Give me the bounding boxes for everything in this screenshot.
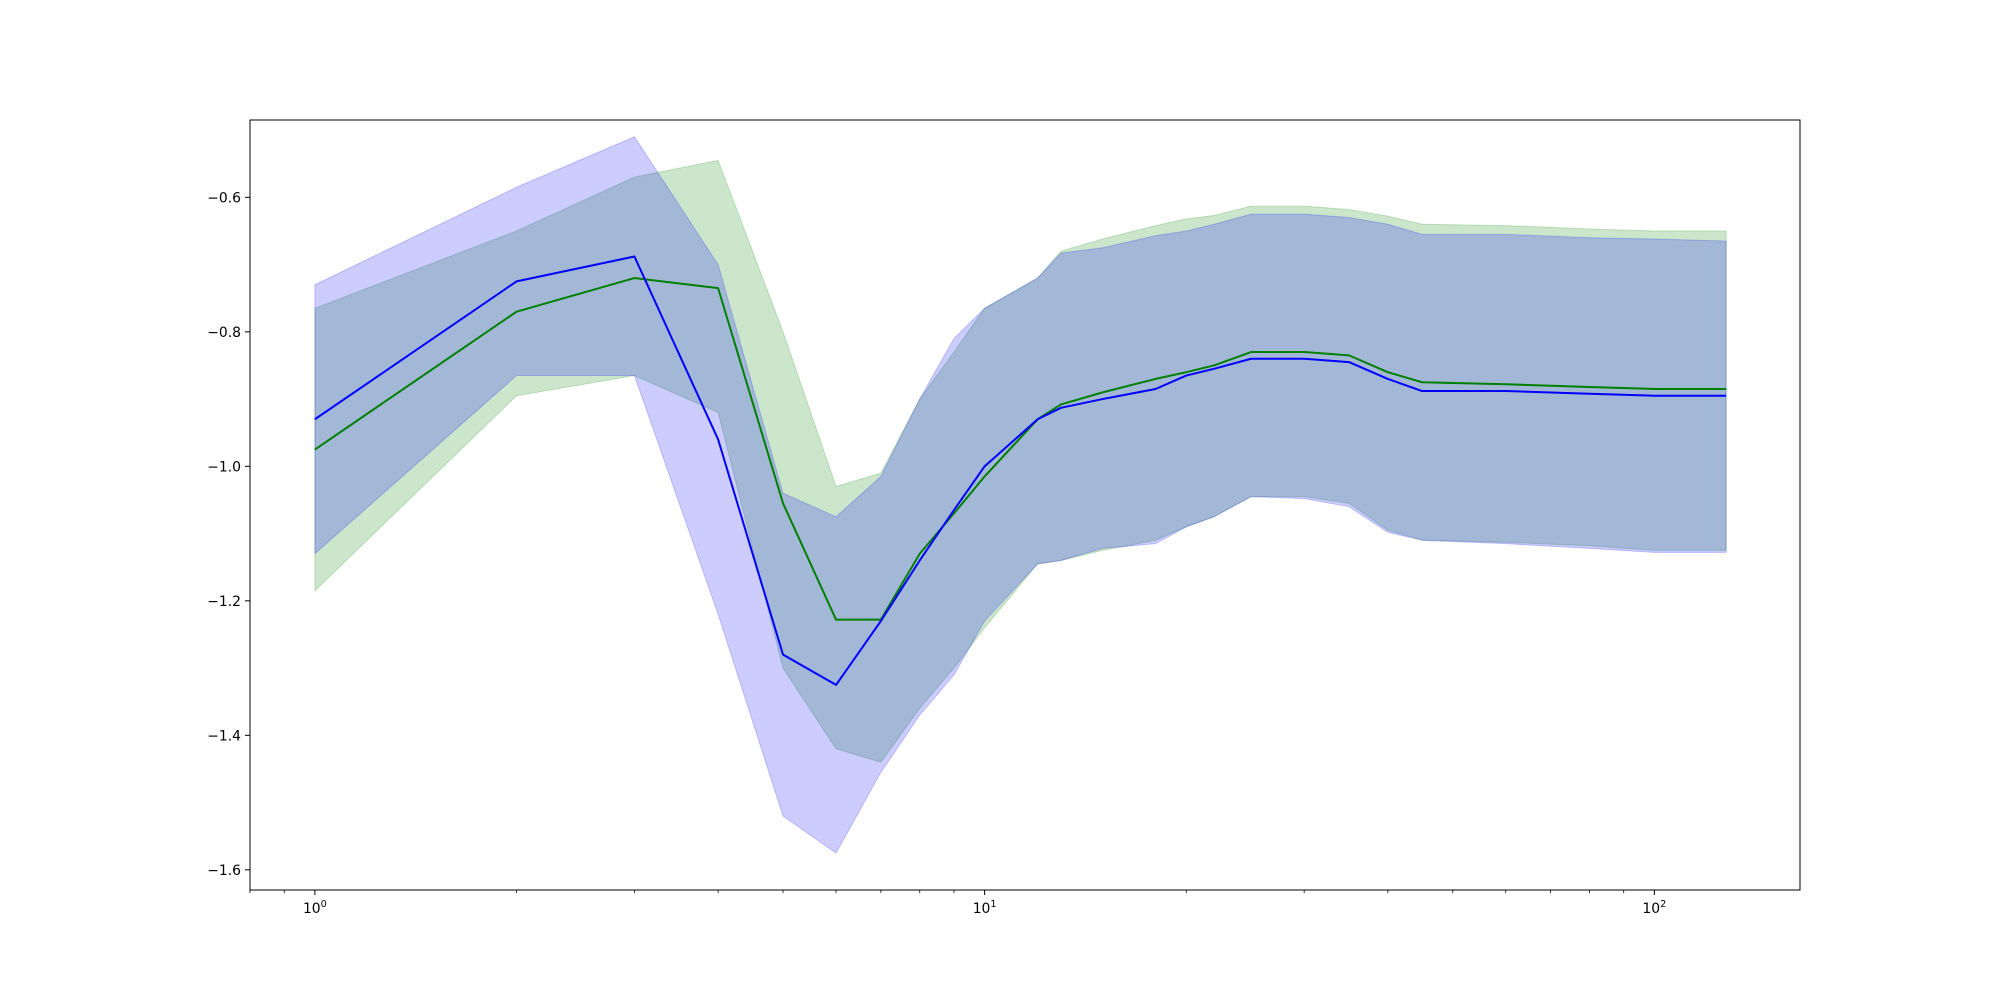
confidence-band-1 (314, 159, 1727, 763)
y-tick-label-2: −0.8 (207, 325, 241, 341)
series-line-1 (314, 277, 1727, 621)
y-tick-label-4: −1.2 (207, 594, 241, 610)
x-axis: 100 101 102 (249, 890, 1666, 917)
y-tick-label-6: −1.6 (207, 863, 241, 879)
y-tick-label-1: −0.6 (207, 190, 241, 206)
confidence-band-2 (314, 136, 1727, 854)
y-axis: −0.6 −0.8 −1.0 −1.2 −1.4 −1.6 (207, 190, 250, 879)
axes-frame (249, 119, 1801, 891)
x-tick-label-2: 101 (973, 899, 997, 917)
series-line-2 (314, 255, 1727, 686)
y-tick-label-5: −1.4 (207, 728, 241, 744)
x-tick-label-1: 100 (303, 899, 327, 917)
plot-area (314, 136, 1727, 854)
y-tick-label-3: −1.0 (207, 459, 241, 475)
x-tick-label-3: 102 (1642, 899, 1666, 917)
